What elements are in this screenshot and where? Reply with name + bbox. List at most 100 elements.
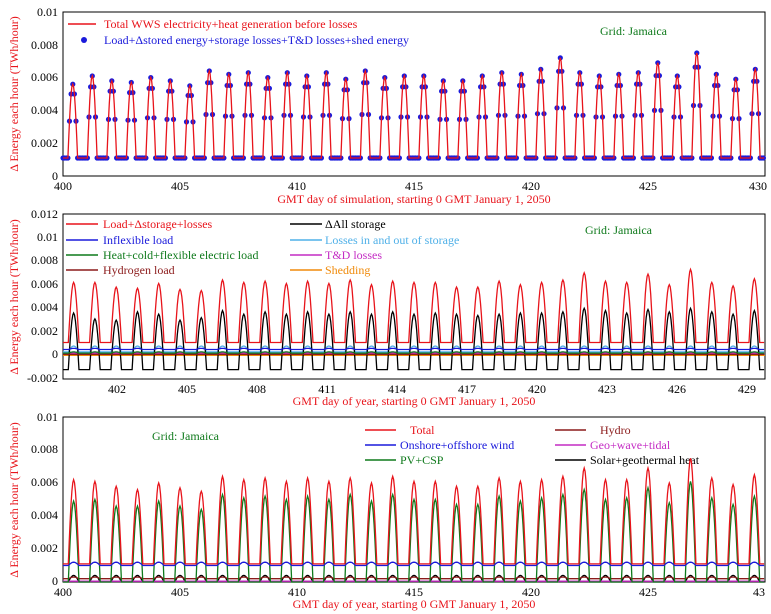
x-tick-label: 420 — [528, 382, 546, 396]
x-tick-label: 425 — [639, 585, 657, 599]
grid-label-3: Grid: Jamaica — [152, 429, 220, 443]
legend-label-flexible-load: Heat+cold+flexible electric load — [103, 248, 258, 262]
legend-label-solar-geothermal: Solar+geothermal heat — [590, 453, 700, 467]
grid-label-1: Grid: Jamaica — [600, 24, 668, 38]
series-line-2 — [63, 351, 765, 354]
legend-label-pv-csp: PV+CSP — [400, 453, 444, 467]
series-line-6 — [63, 352, 765, 355]
legend-label-hydrogen-load: Hydrogen load — [103, 263, 175, 277]
x-tick-label: 415 — [405, 179, 423, 193]
plot-frame-2 — [62, 213, 766, 380]
series-line-1 — [63, 561, 765, 567]
y-axis-label-1: Δ Energy each hour (TWh/hour) — [7, 16, 21, 171]
y-axis-label-3: Δ Energy each hour (TWh/hour) — [7, 422, 21, 577]
x-tick-label: 408 — [248, 382, 266, 396]
x-tick-label: 415 — [405, 585, 423, 599]
x-tick-label: 405 — [178, 382, 196, 396]
y-tick-label: 0.01 — [37, 410, 58, 424]
series-line-2 — [63, 481, 765, 583]
y-tick-label: 0 — [52, 347, 58, 361]
legend-swatch-load-balance — [81, 37, 87, 43]
x-axis-label-2: GMT day of year, starting 0 GMT January … — [293, 394, 536, 408]
y-tick-label: 0.004 — [31, 300, 58, 314]
y-tick-label: 0 — [52, 574, 58, 588]
plot-area-2 — [63, 267, 765, 371]
legend-label-total: Total — [410, 423, 435, 437]
series-line-4 — [63, 306, 765, 371]
x-tick-label: 405 — [171, 179, 189, 193]
x-tick-label: 411 — [318, 382, 336, 396]
y-tick-label: -0.002 — [27, 371, 58, 385]
plot-frame-1 — [62, 11, 766, 177]
x-tick-label: 430 — [749, 179, 767, 193]
x-tick-label: 410 — [288, 585, 306, 599]
y-tick-label: 0.01 — [37, 5, 58, 19]
plot-area-1 — [60, 50, 767, 161]
legend-2: Load+Δstorage+losses Inflexible load Hea… — [66, 217, 459, 277]
legend-label-storage-losses: Losses in and out of storage — [325, 233, 459, 247]
legend-3: Total Onshore+offshore wind PV+CSP Hydro… — [365, 423, 700, 467]
y-tick-labels-1: 0 0.002 0.004 0.006 0.008 0.01 — [31, 5, 58, 183]
x-tick-label: 402 — [108, 382, 126, 396]
legend-label-total-generation: Total WWS electricity+heat generation be… — [104, 17, 358, 31]
legend-label-td-losses: T&D losses — [325, 248, 382, 262]
x-tick-label: 43 — [753, 585, 765, 599]
x-axis-label-1: GMT day of simulation, starting 0 GMT Ja… — [277, 192, 550, 206]
x-tick-label: 410 — [288, 179, 306, 193]
grid-label-2: Grid: Jamaica — [585, 223, 653, 237]
x-tick-label: 426 — [668, 382, 686, 396]
x-tick-labels-1: 400 405 410 415 420 425 430 — [54, 179, 767, 193]
y-tick-label: 0.004 — [31, 103, 58, 117]
y-tick-label: 0.008 — [31, 442, 58, 456]
legend-label-wind: Onshore+offshore wind — [400, 438, 514, 452]
panel-1: 0 0.002 0.004 0.006 0.008 0.01 400 405 4… — [7, 5, 767, 206]
y-tick-label: 0.002 — [31, 541, 58, 555]
series-line-3 — [63, 576, 765, 580]
y-tick-label: 0.002 — [31, 136, 58, 150]
x-tick-label: 417 — [458, 382, 476, 396]
legend-label-shedding: Shedding — [325, 263, 370, 277]
x-tick-label: 423 — [598, 382, 616, 396]
y-tick-labels-3: 0 0.002 0.004 0.006 0.008 0.01 — [31, 410, 58, 588]
x-tick-labels-3: 400 405 410 415 420 425 43 — [54, 585, 765, 599]
y-tick-label: 0.004 — [31, 508, 58, 522]
y-tick-label: 0.012 — [31, 207, 58, 221]
series-line-5 — [63, 574, 765, 583]
legend-label-geo-wave-tidal: Geo+wave+tidal — [590, 438, 671, 452]
legend-1: Total WWS electricity+heat generation be… — [68, 17, 409, 47]
series-line-1 — [63, 347, 765, 351]
y-tick-label: 0.006 — [31, 475, 58, 489]
x-tick-label: 429 — [738, 382, 756, 396]
legend-label-load-balance: Load+Δstored energy+storage losses+T&D l… — [104, 33, 409, 47]
series-line-5 — [63, 345, 765, 353]
x-tick-labels-2: 402 405 408 411 414 417 420 423 426 429 — [108, 382, 756, 396]
series-line-0 — [63, 52, 765, 159]
y-tick-label: 0.008 — [31, 38, 58, 52]
y-tick-label: 0 — [52, 169, 58, 183]
legend-label-hydro: Hydro — [600, 423, 631, 437]
x-tick-label: 420 — [522, 179, 540, 193]
legend-label-load-storage-losses: Load+Δstorage+losses — [103, 217, 213, 231]
legend-label-inflexible-load: Inflexible load — [103, 233, 173, 247]
panel-3: 0 0.002 0.004 0.006 0.008 0.01 400 405 4… — [7, 410, 766, 611]
series-line-0 — [63, 267, 765, 344]
plot-area-3 — [63, 458, 765, 583]
y-axis-label-2: Δ Energy each hour (TWh/hour) — [7, 219, 21, 374]
x-tick-label: 405 — [171, 585, 189, 599]
plot-frame-3 — [62, 416, 766, 583]
panel-2: -0.002 0 0.002 0.004 0.006 0.008 0.01 0.… — [7, 207, 766, 408]
y-tick-label: 0.008 — [31, 253, 58, 267]
x-tick-label: 420 — [522, 585, 540, 599]
series-line-0 — [63, 458, 765, 565]
legend-label-all-storage: ΔAll storage — [325, 217, 386, 231]
y-tick-label: 0.006 — [31, 277, 58, 291]
x-tick-label: 414 — [388, 382, 406, 396]
y-tick-label: 0.006 — [31, 70, 58, 84]
y-tick-labels-2: -0.002 0 0.002 0.004 0.006 0.008 0.01 0.… — [27, 207, 58, 385]
y-tick-label: 0.01 — [37, 230, 58, 244]
y-tick-label: 0.002 — [31, 324, 58, 338]
x-tick-label: 400 — [54, 179, 72, 193]
x-axis-label-3: GMT day of year, starting 0 GMT January … — [293, 597, 536, 611]
x-tick-label: 425 — [639, 179, 657, 193]
